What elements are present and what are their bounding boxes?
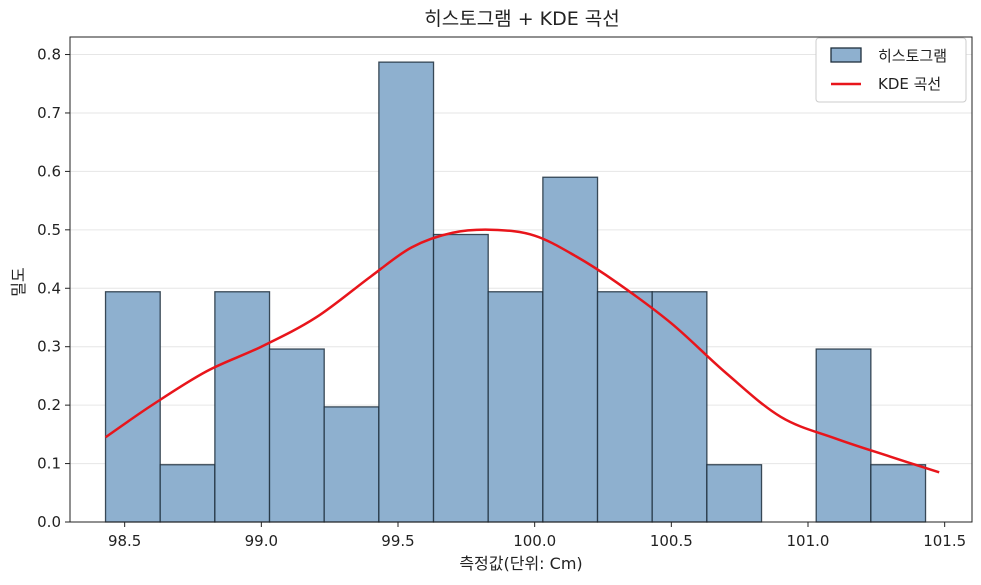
- histogram-bar: [596, 291, 653, 523]
- y-tick-label: 0.6: [37, 162, 61, 180]
- x-tick-label: 99.0: [245, 532, 278, 550]
- histogram-bar: [104, 291, 161, 523]
- legend-label-histogram: 히스토그램: [878, 47, 947, 65]
- y-tick-label: 0.7: [37, 104, 61, 122]
- x-axis-ticks: 98.5 99.0 99.5 100.0 100.5 101.0 101.5: [108, 522, 966, 550]
- x-axis-label: 측정값(단위: Cm): [459, 554, 582, 573]
- y-tick-label: 0.3: [37, 338, 61, 356]
- kde-curve: [104, 228, 940, 474]
- x-tick-label: 100.5: [650, 532, 693, 550]
- y-tick-label: 0.1: [37, 455, 61, 473]
- legend: 히스토그램 KDE 곡선: [815, 37, 967, 103]
- y-tick-label: 0.2: [37, 396, 61, 414]
- histogram-bar: [542, 176, 599, 523]
- plot-frame: [69, 36, 973, 523]
- kde-line-layer: [104, 228, 940, 474]
- x-tick-label: 101.5: [923, 532, 966, 550]
- x-tick-label: 99.5: [381, 532, 414, 550]
- y-tick-label: 0.0: [37, 513, 61, 531]
- y-tick-label: 0.5: [37, 221, 61, 239]
- chart-title: 히스토그램 + KDE 곡선: [424, 8, 620, 30]
- histogram-bar: [214, 291, 271, 523]
- histogram-bar: [651, 291, 708, 523]
- y-tick-label: 0.4: [37, 279, 61, 297]
- histogram-bar: [706, 464, 763, 523]
- histogram-bar: [487, 291, 544, 523]
- x-tick-label: 100.0: [513, 532, 556, 550]
- histogram-bar: [268, 348, 325, 523]
- y-tick-label: 0.8: [37, 46, 61, 64]
- legend-swatch-histogram: [830, 47, 862, 63]
- histogram-bar: [323, 406, 380, 523]
- histogram-bar: [378, 61, 435, 523]
- histogram-bar: [870, 464, 927, 523]
- y-axis-label: 밀도: [9, 267, 28, 296]
- x-tick-label: 101.0: [787, 532, 830, 550]
- histogram-bar: [159, 464, 216, 523]
- histogram-bars: [104, 61, 927, 523]
- y-axis-ticks: 0.0 0.1 0.2 0.3 0.4 0.5 0.6 0.7 0.8: [37, 46, 70, 531]
- histogram-bar: [432, 233, 489, 523]
- x-tick-label: 98.5: [108, 532, 141, 550]
- legend-label-kde: KDE 곡선: [878, 75, 941, 93]
